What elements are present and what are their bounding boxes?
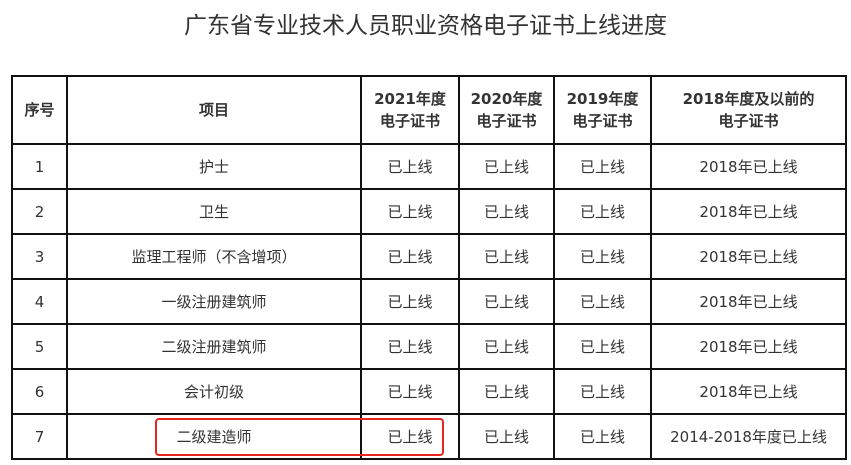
cell-2020: 已上线: [458, 323, 555, 370]
cell-index: 7: [11, 413, 68, 460]
header-text: 电子证书: [379, 112, 440, 130]
header-text: 电子证书: [476, 112, 537, 130]
cell-2020: 已上线: [458, 143, 555, 190]
cell-index: 6: [11, 368, 68, 415]
header-row: 序号 项目 2021年度 电子证书 2020年度 电子证书 2019年度 电子证书 2…: [11, 75, 847, 145]
cell-item: 二级注册建筑师: [66, 323, 362, 370]
table-row: 1 护士 已上线 已上线 已上线 2018年已上线: [11, 143, 847, 190]
header-2020: 2020年度 电子证书: [458, 75, 555, 145]
header-item: 项目: [66, 75, 362, 145]
cell-2021: 已上线: [360, 278, 460, 325]
cell-item: 护士: [66, 143, 362, 190]
header-text: 序号: [24, 101, 55, 119]
table-row: 2 卫生 已上线 已上线 已上线 2018年已上线: [11, 188, 847, 235]
table-row: 5 二级注册建筑师 已上线 已上线 已上线 2018年已上线: [11, 323, 847, 370]
cell-item: 监理工程师（不含增项）: [66, 233, 362, 280]
cell-2020: 已上线: [458, 413, 555, 460]
cell-2019: 已上线: [553, 413, 652, 460]
cell-2018-earlier: 2018年已上线: [650, 143, 847, 190]
cell-2019: 已上线: [553, 278, 652, 325]
header-text: 项目: [198, 101, 229, 119]
cell-item: 二级建造师: [66, 413, 362, 460]
cell-2018-earlier: 2018年已上线: [650, 368, 847, 415]
cell-2021: 已上线: [360, 233, 460, 280]
cell-index: 5: [11, 323, 68, 370]
cell-index: 1: [11, 143, 68, 190]
header-text: 2018年度及以前的: [682, 90, 815, 108]
header-text: 2020年度: [470, 90, 543, 108]
cell-2021: 已上线: [360, 143, 460, 190]
cell-2021: 已上线: [360, 368, 460, 415]
cell-item: 一级注册建筑师: [66, 278, 362, 325]
cell-item: 卫生: [66, 188, 362, 235]
cell-2019: 已上线: [553, 143, 652, 190]
table-row: 7 二级建造师 已上线 已上线 已上线 2014-2018年度已上线: [11, 413, 847, 460]
cell-index: 3: [11, 233, 68, 280]
certificate-progress-table: 序号 项目 2021年度 电子证书 2020年度 电子证书 2019年度 电子证书 2…: [11, 75, 847, 460]
cell-2019: 已上线: [553, 188, 652, 235]
cell-2021: 已上线: [360, 188, 460, 235]
cell-2020: 已上线: [458, 278, 555, 325]
table-row: 6 会计初级 已上线 已上线 已上线 2018年已上线: [11, 368, 847, 415]
page-title: 广东省专业技术人员职业资格电子证书上线进度: [184, 13, 667, 39]
cell-2020: 已上线: [458, 368, 555, 415]
header-text: 2019年度: [566, 90, 639, 108]
cell-2018-earlier: 2014-2018年度已上线: [650, 413, 847, 460]
cell-2018-earlier: 2018年已上线: [650, 188, 847, 235]
cell-2018-earlier: 2018年已上线: [650, 278, 847, 325]
highlight-box: [155, 418, 444, 456]
cell-2020: 已上线: [458, 233, 555, 280]
cell-2019: 已上线: [553, 368, 652, 415]
cell-index: 4: [11, 278, 68, 325]
header-text: 电子证书: [572, 112, 633, 130]
cell-item: 会计初级: [66, 368, 362, 415]
cell-2018-earlier: 2018年已上线: [650, 323, 847, 370]
cell-2021: 已上线: [360, 323, 460, 370]
header-2021: 2021年度 电子证书: [360, 75, 460, 145]
table-row: 4 一级注册建筑师 已上线 已上线 已上线 2018年已上线: [11, 278, 847, 325]
header-2018-earlier: 2018年度及以前的 电子证书: [650, 75, 847, 145]
header-2019: 2019年度 电子证书: [553, 75, 652, 145]
table-row: 3 监理工程师（不含增项） 已上线 已上线 已上线 2018年已上线: [11, 233, 847, 280]
cell-index: 2: [11, 188, 68, 235]
header-text: 2021年度: [374, 90, 446, 108]
cell-2018-earlier: 2018年已上线: [650, 233, 847, 280]
cell-2019: 已上线: [553, 323, 652, 370]
cell-2019: 已上线: [553, 233, 652, 280]
header-index: 序号: [11, 75, 68, 145]
cell-2020: 已上线: [458, 188, 555, 235]
header-text: 电子证书: [718, 112, 779, 130]
